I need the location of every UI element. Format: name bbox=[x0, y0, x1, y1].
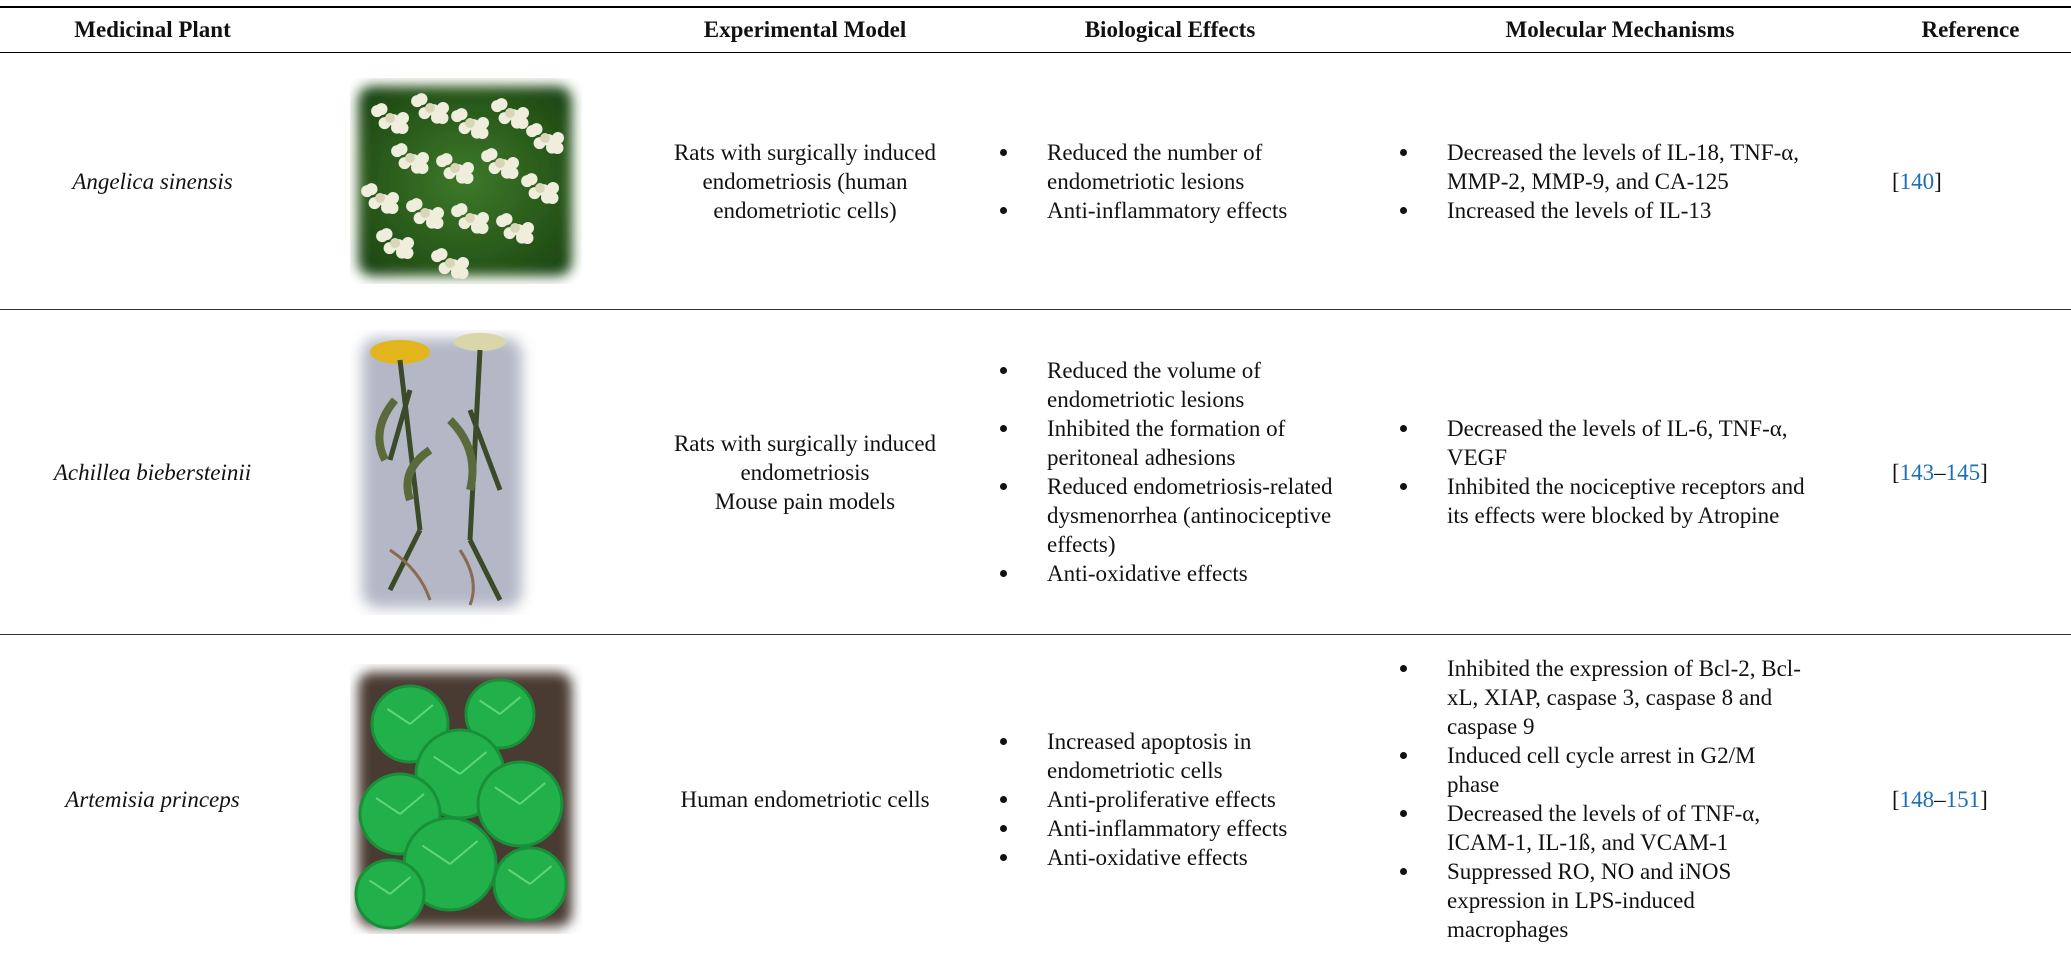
mechanisms-list: Decreased the levels of IL-6, TNF-α, VEG… bbox=[1370, 414, 1870, 530]
effect-item: Increased apoptosis in endometriotic cel… bbox=[1000, 727, 1370, 785]
mechanism-item: Increased the levels of IL-13 bbox=[1400, 196, 1810, 225]
effect-item: Anti-oxidative effects bbox=[1000, 843, 1370, 872]
header-cell: Experimental Model bbox=[640, 6, 970, 53]
effect-item: Anti-inflammatory effects bbox=[1000, 814, 1370, 843]
reference-punctuation: ] bbox=[1980, 459, 1988, 485]
mechanism-item: Decreased the levels of IL-18, TNF-α, MM… bbox=[1400, 138, 1810, 196]
reference: [148–151] bbox=[1870, 635, 2071, 964]
reference-punctuation: [ bbox=[1892, 786, 1900, 812]
reference: [143–145] bbox=[1870, 310, 2071, 635]
biological-effects: Reduced the number of endometriotic lesi… bbox=[970, 53, 1370, 310]
reference-punctuation: – bbox=[1934, 786, 1946, 812]
reference-punctuation: [ bbox=[1892, 168, 1900, 194]
reference-punctuation: – bbox=[1934, 459, 1946, 485]
model-line: Rats with surgically induced endometrios… bbox=[673, 430, 937, 485]
plant-image bbox=[362, 332, 522, 608]
model-line: Human endometriotic cells bbox=[680, 786, 930, 812]
reference-punctuation: ] bbox=[1934, 168, 1942, 194]
effect-item: Reduced the number of endometriotic lesi… bbox=[1000, 138, 1370, 196]
header-cell: Reference bbox=[1870, 6, 2071, 53]
molecular-mechanisms: Inhibited the expression of Bcl-2, Bcl-x… bbox=[1370, 635, 1870, 964]
plant-image-cell bbox=[305, 310, 640, 635]
header-cell: Medicinal Plant bbox=[0, 6, 305, 53]
biological-effects: Increased apoptosis in endometriotic cel… bbox=[970, 635, 1370, 964]
reference-link[interactable]: 148 bbox=[1899, 786, 1935, 812]
effects-list: Reduced the volume of endometriotic lesi… bbox=[970, 356, 1370, 588]
reference-punctuation: ] bbox=[1980, 786, 1988, 812]
table: Medicinal Plant Experimental Model Biolo… bbox=[0, 6, 2071, 964]
experimental-model: Rats with surgically induced endometrios… bbox=[640, 53, 970, 310]
plant-name: Artemisia princeps bbox=[65, 786, 240, 812]
plant-image bbox=[354, 672, 572, 930]
experimental-model: Human endometriotic cells bbox=[640, 635, 970, 964]
effects-list: Increased apoptosis in endometriotic cel… bbox=[970, 727, 1370, 872]
table-row: Achillea biebersteinii Rats with surgica… bbox=[0, 310, 2071, 635]
mechanism-item: Suppressed RO, NO and iNOS expression in… bbox=[1400, 857, 1810, 944]
mechanism-item: Decreased the levels of of TNF-α, ICAM-1… bbox=[1400, 799, 1810, 857]
molecular-mechanisms: Decreased the levels of IL-6, TNF-α, VEG… bbox=[1370, 310, 1870, 635]
mechanism-item: Decreased the levels of IL-6, TNF-α, VEG… bbox=[1400, 414, 1810, 472]
effect-item: Reduced endometriosis-related dysmenorrh… bbox=[1000, 472, 1370, 559]
table-row: Artemisia princeps Human endometriotic c… bbox=[0, 635, 2071, 964]
effect-item: Inhibited the formation of peritoneal ad… bbox=[1000, 414, 1370, 472]
effect-item: Reduced the volume of endometriotic lesi… bbox=[1000, 356, 1370, 414]
mechanism-item: Inhibited the expression of Bcl-2, Bcl-x… bbox=[1400, 654, 1810, 741]
header-cell: Biological Effects bbox=[970, 6, 1370, 53]
reference-link[interactable]: 151 bbox=[1945, 786, 1981, 812]
effect-item: Anti-inflammatory effects bbox=[1000, 196, 1370, 225]
experimental-model: Rats with surgically induced endometrios… bbox=[640, 310, 970, 635]
biological-effects: Reduced the volume of endometriotic lesi… bbox=[970, 310, 1370, 635]
plant-name: Achillea biebersteinii bbox=[53, 459, 252, 485]
plant-image bbox=[358, 86, 572, 279]
model-line: Mouse pain models bbox=[714, 488, 896, 514]
mechanism-item: Induced cell cycle arrest in G2/M phase bbox=[1400, 741, 1810, 799]
effect-item: Anti-proliferative effects bbox=[1000, 785, 1370, 814]
effect-item: Anti-oxidative effects bbox=[1000, 559, 1370, 588]
table-row: Angelica sinensis Rats with surgically i… bbox=[0, 53, 2071, 310]
plant-image-cell bbox=[305, 53, 640, 310]
reference-punctuation: [ bbox=[1892, 459, 1900, 485]
mechanisms-list: Decreased the levels of IL-18, TNF-α, MM… bbox=[1370, 138, 1870, 225]
header-row: Medicinal Plant Experimental Model Biolo… bbox=[0, 6, 2071, 53]
model-line: Rats with surgically induced endometrios… bbox=[673, 139, 937, 223]
mechanisms-list: Inhibited the expression of Bcl-2, Bcl-x… bbox=[1370, 654, 1870, 944]
plant-name: Angelica sinensis bbox=[72, 168, 233, 194]
reference-link[interactable]: 145 bbox=[1945, 459, 1981, 485]
reference: [140] bbox=[1870, 53, 2071, 310]
mechanism-item: Inhibited the nociceptive receptors and … bbox=[1400, 472, 1810, 530]
reference-link[interactable]: 143 bbox=[1899, 459, 1935, 485]
effects-list: Reduced the number of endometriotic lesi… bbox=[970, 138, 1370, 225]
reference-link[interactable]: 140 bbox=[1899, 168, 1935, 194]
header-cell: Molecular Mechanisms bbox=[1370, 6, 1870, 53]
plant-image-cell bbox=[305, 635, 640, 964]
molecular-mechanisms: Decreased the levels of IL-18, TNF-α, MM… bbox=[1370, 53, 1870, 310]
